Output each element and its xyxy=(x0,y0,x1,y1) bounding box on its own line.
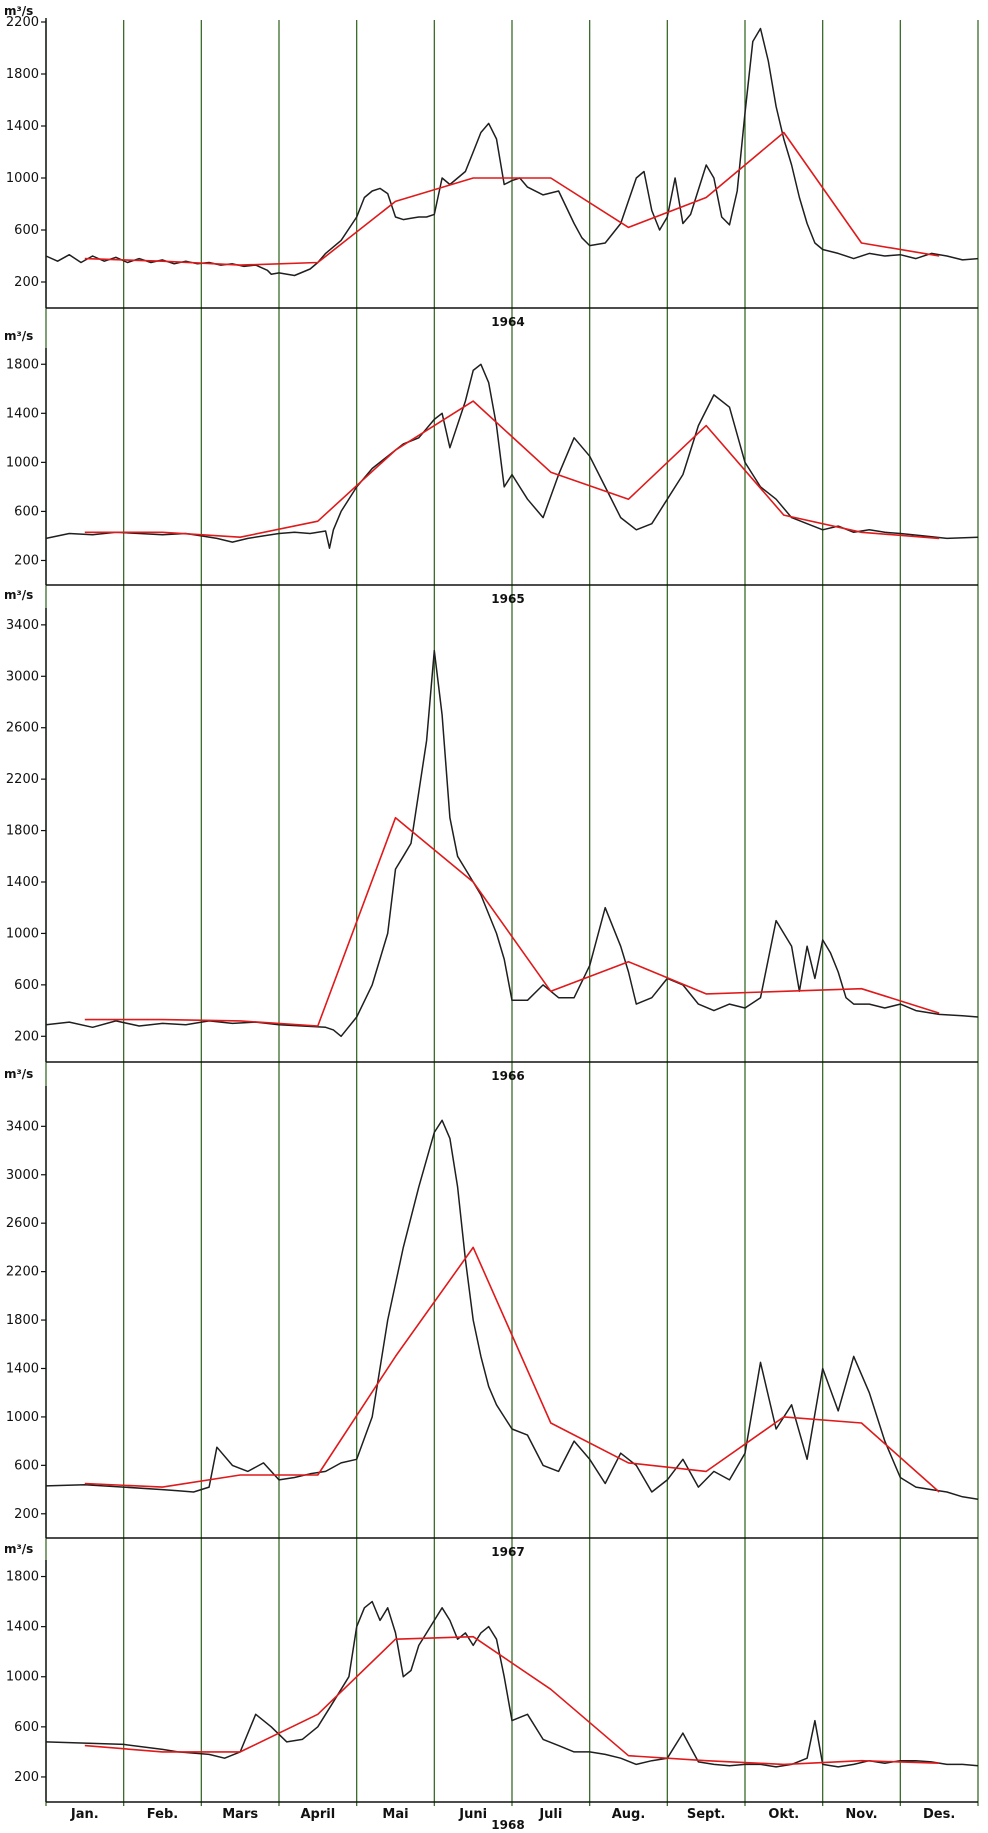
plot-area xyxy=(45,608,979,1063)
y-tick-label: 1400 xyxy=(6,875,39,890)
month-label: Aug. xyxy=(612,1807,646,1822)
y-unit-label: m³/s xyxy=(4,588,33,602)
panel-1965: m³/s 200 600 1000 1400 1800 1965 xyxy=(4,329,979,606)
y-tick-label: 200 xyxy=(14,275,39,290)
y-tick-label: 3400 xyxy=(6,618,39,633)
month-gridlines xyxy=(45,20,979,1806)
y-tick-label: 3000 xyxy=(6,1168,39,1183)
month-label: Des. xyxy=(923,1807,955,1822)
panel-1964: m³/s 200 600 1000 1400 1800 2200 1964 xyxy=(4,4,979,329)
y-tick-label: 600 xyxy=(14,504,39,519)
y-tick-label: 1000 xyxy=(6,455,39,470)
year-label: 1966 xyxy=(491,1069,524,1083)
y-tick-label: 600 xyxy=(14,978,39,993)
y-tick-label: 1000 xyxy=(6,1410,39,1425)
month-label: Juli xyxy=(538,1807,562,1822)
plot-area xyxy=(45,348,979,586)
y-tick-label: 1400 xyxy=(6,1620,39,1635)
month-label: Sept. xyxy=(687,1807,726,1822)
panel-1966: m³/s 2006001000140018002200260030003400 … xyxy=(4,588,979,1083)
y-tick-label: 1000 xyxy=(6,1670,39,1685)
year-label: 1965 xyxy=(491,592,524,606)
y-tick-label: 1000 xyxy=(6,171,39,186)
plot-area xyxy=(45,18,979,309)
y-tick-label: 1800 xyxy=(6,67,39,82)
daily-discharge-line xyxy=(45,363,979,549)
plot-area xyxy=(45,1560,979,1803)
month-label: Mai xyxy=(382,1807,408,1822)
daily-discharge-line xyxy=(45,1600,979,1768)
y-tick-label: 600 xyxy=(14,1720,39,1735)
month-axis-labels: Jan. Feb. Mars April Mai Juni Juli Aug. Sept. Okt… xyxy=(70,1807,955,1822)
y-tick-label: 1800 xyxy=(6,1570,39,1585)
month-label: Feb. xyxy=(147,1807,178,1822)
month-label: April xyxy=(300,1807,335,1822)
y-tick-label: 1400 xyxy=(6,1361,39,1376)
daily-discharge-line xyxy=(45,649,979,1038)
panel-1967: m³/s 2006001000140018002200260030003400 … xyxy=(4,1067,979,1559)
month-label: Jan. xyxy=(70,1807,99,1822)
month-label: Nov. xyxy=(845,1807,877,1822)
y-tick-label: 3000 xyxy=(6,669,39,684)
y-tick-label: 2600 xyxy=(6,721,39,736)
y-tick-label: 200 xyxy=(14,1029,39,1044)
y-tick-label: 1400 xyxy=(6,406,39,421)
month-label: Juni xyxy=(458,1807,487,1822)
y-tick-label: 1000 xyxy=(6,926,39,941)
y-axis-ticks: 200 600 1000 1400 1800 2200 xyxy=(6,15,46,290)
y-unit-label: m³/s xyxy=(4,1067,33,1081)
y-axis-ticks: 200 600 1000 1400 1800 xyxy=(6,357,46,568)
monthly-mean-line xyxy=(84,131,940,266)
plot-area xyxy=(45,1086,979,1539)
y-unit-label: m³/s xyxy=(4,329,33,343)
y-tick-label: 200 xyxy=(14,553,39,568)
y-tick-label: 1400 xyxy=(6,119,39,134)
monthly-mean-line xyxy=(84,400,940,540)
daily-discharge-line xyxy=(45,1119,979,1501)
y-tick-label: 3400 xyxy=(6,1119,39,1134)
y-unit-label: m³/s xyxy=(4,1542,33,1556)
y-tick-label: 2200 xyxy=(6,15,39,30)
y-tick-label: 200 xyxy=(14,1770,39,1785)
y-tick-label: 600 xyxy=(14,223,39,238)
monthly-mean-line xyxy=(84,1635,940,1766)
y-axis-ticks: 200 600 1000 1400 1800 2200 2600 3000 3400 xyxy=(6,1119,46,1522)
y-tick-label: 200 xyxy=(14,1507,39,1522)
y-tick-label: 1800 xyxy=(6,357,39,372)
y-axis-ticks: 200 600 1000 1400 1800 xyxy=(6,1570,46,1785)
y-tick-label: 1800 xyxy=(6,824,39,839)
monthly-mean-line xyxy=(84,816,940,1027)
month-label: Mars xyxy=(222,1807,258,1822)
y-tick-label: 2200 xyxy=(6,772,39,787)
y-tick-label: 2200 xyxy=(6,1265,39,1280)
year-label: 1964 xyxy=(491,315,524,329)
y-tick-label: 1800 xyxy=(6,1313,39,1328)
month-label: Okt. xyxy=(768,1807,799,1822)
panel-1968: m³/s 200 600 1000 1400 1800 1968 xyxy=(4,1542,979,1832)
monthly-mean-line xyxy=(84,1246,940,1493)
y-tick-label: 600 xyxy=(14,1458,39,1473)
y-unit-label: m³/s xyxy=(4,4,33,18)
year-label: 1967 xyxy=(491,1545,524,1559)
y-axis-ticks: 200 600 1000 1400 1800 2200 2600 3000 3400 xyxy=(6,618,46,1044)
year-label: 1968 xyxy=(491,1818,524,1832)
y-tick-label: 2600 xyxy=(6,1216,39,1231)
